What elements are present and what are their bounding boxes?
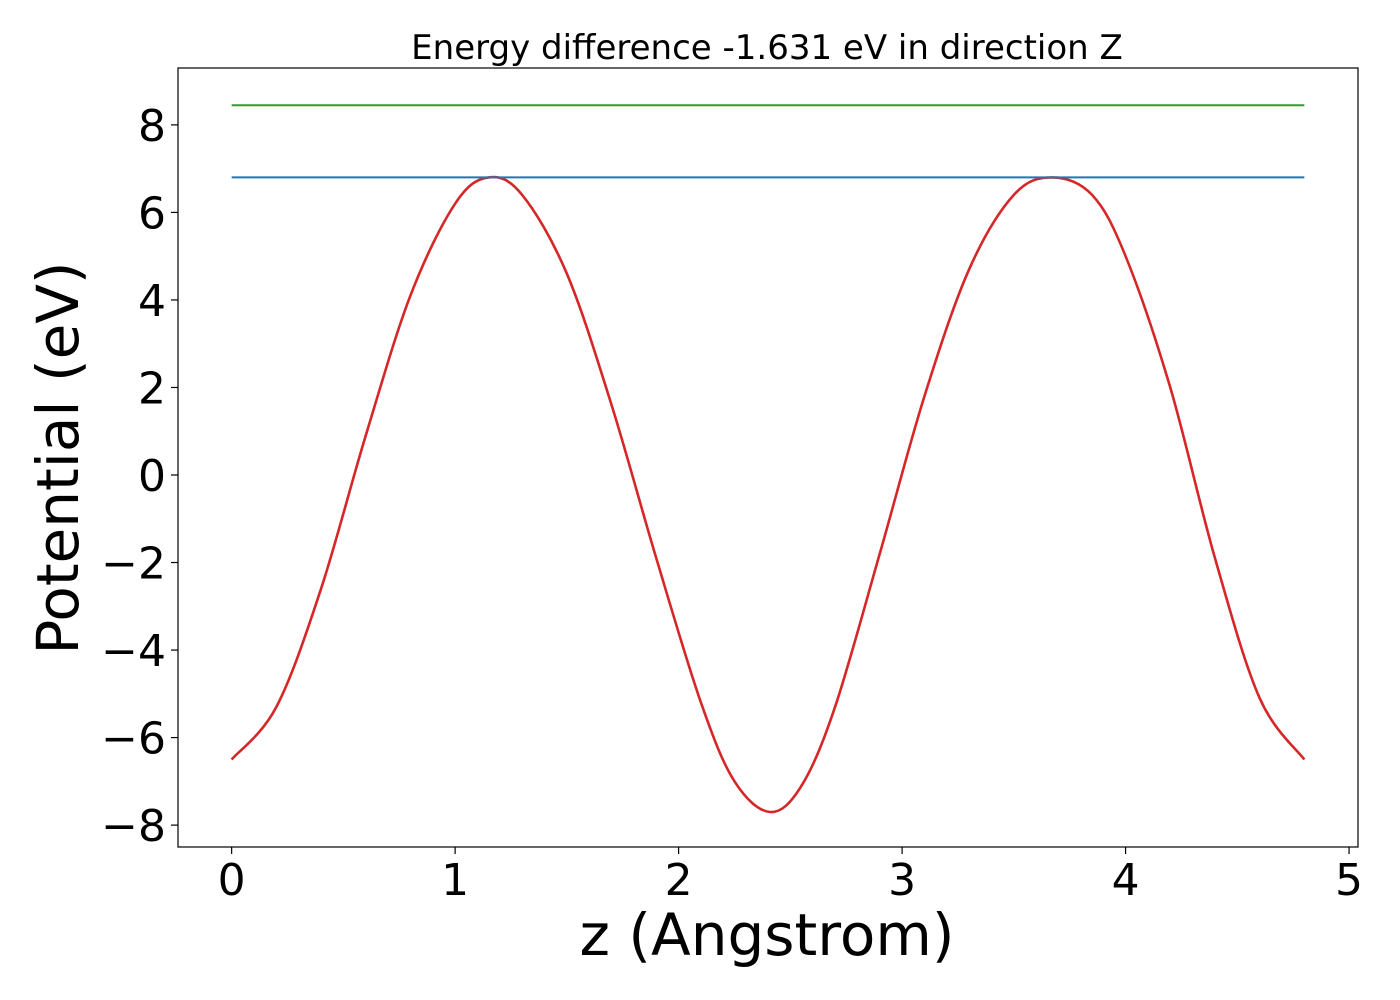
x-tick-label: 0 bbox=[218, 855, 246, 906]
chart-title: Energy difference -1.631 eV in direction… bbox=[411, 28, 1123, 68]
y-tick-label: −4 bbox=[101, 626, 166, 677]
y-tick-label: 8 bbox=[138, 101, 166, 152]
y-tick-label: 2 bbox=[138, 363, 166, 414]
x-tick-label: 1 bbox=[441, 855, 469, 906]
x-tick-label: 3 bbox=[888, 855, 916, 906]
y-tick-label: 0 bbox=[138, 451, 166, 502]
y-axis-label: Potential (eV) bbox=[24, 261, 92, 654]
potential-curve bbox=[230, 175, 1306, 814]
y-tick-label: 4 bbox=[138, 276, 166, 327]
y-tick-label: −6 bbox=[101, 714, 166, 765]
x-axis-ticks: 0 1 2 3 4 5 bbox=[218, 847, 1363, 906]
y-tick-label: 6 bbox=[138, 188, 166, 239]
plot-area-frame bbox=[177, 67, 1359, 848]
series-layer bbox=[230, 104, 1306, 814]
x-tick-label: 2 bbox=[665, 855, 693, 906]
x-tick-label: 5 bbox=[1335, 855, 1363, 906]
y-axis-ticks: −8 −6 −4 −2 0 2 4 6 8 bbox=[101, 101, 178, 852]
x-tick-label: 4 bbox=[1112, 855, 1140, 906]
y-tick-label: −2 bbox=[101, 539, 166, 590]
x-axis-label: z (Angstrom) bbox=[580, 901, 955, 969]
y-tick-label: −8 bbox=[101, 801, 166, 852]
